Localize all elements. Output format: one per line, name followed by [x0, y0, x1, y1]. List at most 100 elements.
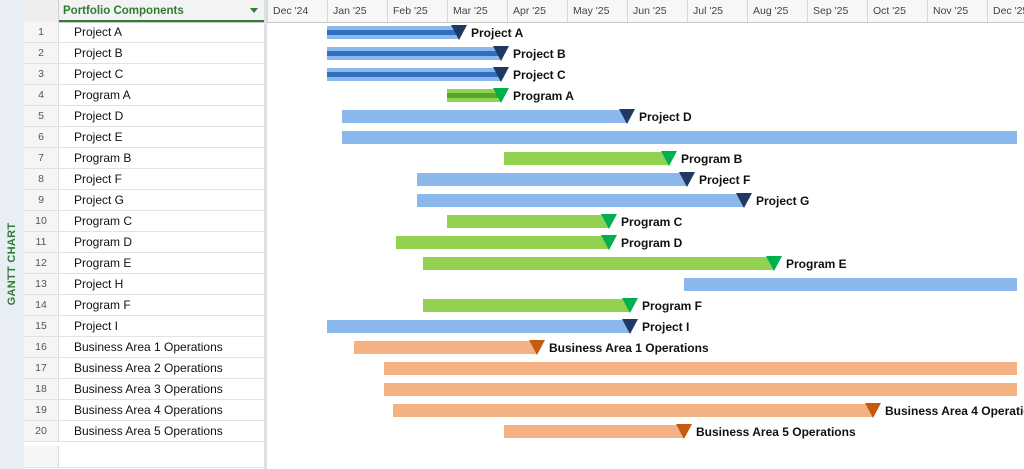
table-row[interactable]: 5 Project D — [24, 106, 264, 127]
task-name-cell[interactable]: Project D — [74, 109, 124, 123]
task-name-cell[interactable]: Business Area 1 Operations — [74, 340, 223, 354]
task-name-cell[interactable]: Project F — [74, 172, 123, 186]
table-row[interactable]: 2 Project B — [24, 43, 264, 64]
row-number[interactable]: 5 — [24, 106, 59, 126]
row-number[interactable]: 1 — [24, 22, 59, 42]
task-name-cell[interactable]: Business Area 4 Operations — [74, 403, 223, 417]
gantt-bar[interactable] — [447, 215, 609, 228]
milestone-marker-icon[interactable] — [766, 256, 782, 271]
milestone-marker-icon[interactable] — [601, 235, 617, 250]
milestone-marker-icon[interactable] — [865, 403, 881, 418]
table-row[interactable]: 11 Program D — [24, 232, 264, 253]
task-name-cell[interactable]: Project B — [74, 46, 123, 60]
empty-table-row[interactable] — [24, 446, 264, 468]
row-number[interactable]: 12 — [24, 253, 59, 273]
gantt-bar[interactable] — [423, 257, 774, 270]
table-row[interactable]: 6 Project E — [24, 127, 264, 148]
task-name-cell[interactable]: Program B — [74, 151, 132, 165]
milestone-marker-icon[interactable] — [493, 88, 509, 103]
milestone-marker-icon[interactable] — [736, 193, 752, 208]
gantt-bar[interactable] — [384, 362, 1017, 375]
gantt-chart-view-bar[interactable]: GANTT CHART — [0, 0, 25, 469]
table-row[interactable]: 1 Project A — [24, 22, 264, 43]
milestone-marker-icon[interactable] — [676, 424, 692, 439]
row-number[interactable]: 15 — [24, 316, 59, 336]
row-number[interactable]: 2 — [24, 43, 59, 63]
milestone-marker-icon[interactable] — [622, 298, 638, 313]
progress-bar[interactable] — [327, 51, 501, 56]
row-number[interactable]: 6 — [24, 127, 59, 147]
row-number[interactable]: 3 — [24, 64, 59, 84]
gantt-bar[interactable] — [327, 320, 630, 333]
row-number[interactable]: 13 — [24, 274, 59, 294]
table-row[interactable]: 4 Program A — [24, 85, 264, 106]
gantt-bar[interactable] — [342, 110, 627, 123]
row-number[interactable]: 19 — [24, 400, 59, 420]
table-row[interactable]: 13 Project H — [24, 274, 264, 295]
milestone-marker-icon[interactable] — [493, 46, 509, 61]
task-name-cell[interactable]: Program A — [74, 88, 131, 102]
select-all-corner[interactable] — [24, 0, 59, 22]
row-number[interactable]: 14 — [24, 295, 59, 315]
task-name-cell[interactable]: Project G — [74, 193, 125, 207]
gantt-bar[interactable] — [417, 173, 687, 186]
milestone-marker-icon[interactable] — [619, 109, 635, 124]
row-number[interactable]: 18 — [24, 379, 59, 399]
column-header-portfolio-components[interactable]: Portfolio Components — [59, 0, 264, 22]
progress-bar[interactable] — [447, 93, 501, 98]
task-name-cell[interactable]: Project I — [74, 319, 119, 333]
milestone-marker-icon[interactable] — [661, 151, 677, 166]
table-row[interactable]: 10 Program C — [24, 211, 264, 232]
milestone-marker-icon[interactable] — [601, 214, 617, 229]
progress-bar[interactable] — [327, 30, 459, 35]
gantt-bar[interactable] — [684, 278, 1017, 291]
task-name-cell[interactable]: Business Area 3 Operations — [74, 382, 223, 396]
gantt-bar[interactable] — [504, 425, 684, 438]
table-row[interactable]: 14 Program F — [24, 295, 264, 316]
milestone-marker-icon[interactable] — [493, 67, 509, 82]
task-name-cell[interactable]: Business Area 5 Operations — [74, 424, 223, 438]
task-name-cell[interactable]: Project H — [74, 277, 124, 291]
table-row[interactable]: 3 Project C — [24, 64, 264, 85]
gantt-bar[interactable] — [423, 299, 630, 312]
table-row[interactable]: 19 Business Area 4 Operations — [24, 400, 264, 421]
row-number[interactable]: 10 — [24, 211, 59, 231]
task-name-cell[interactable]: Program C — [74, 214, 133, 228]
row-number[interactable]: 9 — [24, 190, 59, 210]
gantt-bar[interactable] — [417, 194, 744, 207]
task-name-cell[interactable]: Program F — [74, 298, 131, 312]
gantt-bar[interactable] — [504, 152, 669, 165]
gantt-bar[interactable] — [354, 341, 537, 354]
milestone-marker-icon[interactable] — [451, 25, 467, 40]
table-row[interactable]: 18 Business Area 3 Operations — [24, 379, 264, 400]
table-row[interactable]: 20 Business Area 5 Operations — [24, 421, 264, 442]
table-row[interactable]: 8 Project F — [24, 169, 264, 190]
table-row[interactable]: 17 Business Area 2 Operations — [24, 358, 264, 379]
milestone-marker-icon[interactable] — [679, 172, 695, 187]
task-name-cell[interactable]: Program E — [74, 256, 132, 270]
table-row[interactable]: 15 Project I — [24, 316, 264, 337]
task-name-cell[interactable]: Project C — [74, 67, 124, 81]
table-row[interactable]: 9 Project G — [24, 190, 264, 211]
chevron-down-icon[interactable] — [250, 8, 258, 13]
task-name-cell[interactable]: Program D — [74, 235, 133, 249]
gantt-bar[interactable] — [396, 236, 609, 249]
gantt-bar[interactable] — [342, 131, 1017, 144]
row-number[interactable]: 8 — [24, 169, 59, 189]
gantt-bar[interactable] — [384, 383, 1017, 396]
task-name-cell[interactable]: Project E — [74, 130, 123, 144]
row-number[interactable]: 17 — [24, 358, 59, 378]
progress-bar[interactable] — [327, 72, 501, 77]
table-row[interactable]: 7 Program B — [24, 148, 264, 169]
row-number[interactable]: 11 — [24, 232, 59, 252]
row-number[interactable]: 20 — [24, 421, 59, 441]
table-row[interactable]: 12 Program E — [24, 253, 264, 274]
milestone-marker-icon[interactable] — [622, 319, 638, 334]
milestone-marker-icon[interactable] — [529, 340, 545, 355]
table-row[interactable]: 16 Business Area 1 Operations — [24, 337, 264, 358]
row-number[interactable]: 7 — [24, 148, 59, 168]
task-name-cell[interactable]: Project A — [74, 25, 123, 39]
pane-splitter[interactable] — [264, 0, 267, 469]
row-number[interactable] — [24, 446, 59, 467]
row-number[interactable]: 4 — [24, 85, 59, 105]
